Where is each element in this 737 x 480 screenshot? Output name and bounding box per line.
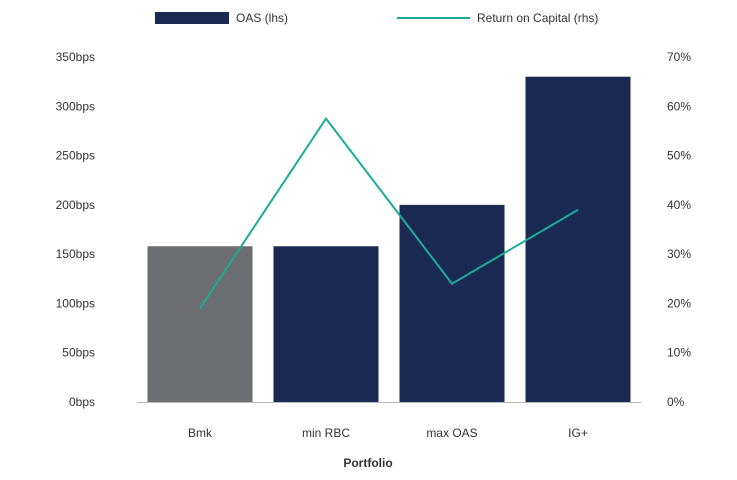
y-right-tick-label: 60% xyxy=(667,99,691,113)
y-left-tick-label: 250bps xyxy=(56,149,95,163)
y-left-tick-label: 100bps xyxy=(56,296,95,310)
category-label: min RBC xyxy=(302,426,350,440)
y-left-tick-label: 150bps xyxy=(56,247,95,261)
y-right-tick-label: 30% xyxy=(667,247,691,261)
bar-min-rbc xyxy=(273,246,379,402)
y-right-tick-label: 20% xyxy=(667,296,691,310)
legend-label-roc: Return on Capital (rhs) xyxy=(477,11,598,25)
y-right-tick-label: 50% xyxy=(667,149,691,163)
y-right-tick-label: 0% xyxy=(667,395,685,409)
y-left-tick-label: 300bps xyxy=(56,99,95,113)
legend-swatch-oas xyxy=(155,12,229,24)
y-right-tick-label: 10% xyxy=(667,346,691,360)
x-axis-title: Portfolio xyxy=(343,456,392,470)
category-label: Bmk xyxy=(188,426,213,440)
category-label: IG+ xyxy=(568,426,588,440)
legend: OAS (lhs) Return on Capital (rhs) xyxy=(155,11,598,25)
y-right-tick-label: 40% xyxy=(667,198,691,212)
y-left-tick-label: 0bps xyxy=(69,395,95,409)
bar-bmk xyxy=(147,246,253,402)
legend-label-oas: OAS (lhs) xyxy=(236,11,288,25)
y-left-tick-label: 50bps xyxy=(62,346,95,360)
y-left-tick-label: 350bps xyxy=(56,50,95,64)
return-on-capital-line xyxy=(199,116,579,309)
category-label: max OAS xyxy=(426,426,477,440)
y-right-tick-label: 70% xyxy=(667,50,691,64)
bar-ig- xyxy=(525,76,631,402)
y-left-tick-label: 200bps xyxy=(56,198,95,212)
